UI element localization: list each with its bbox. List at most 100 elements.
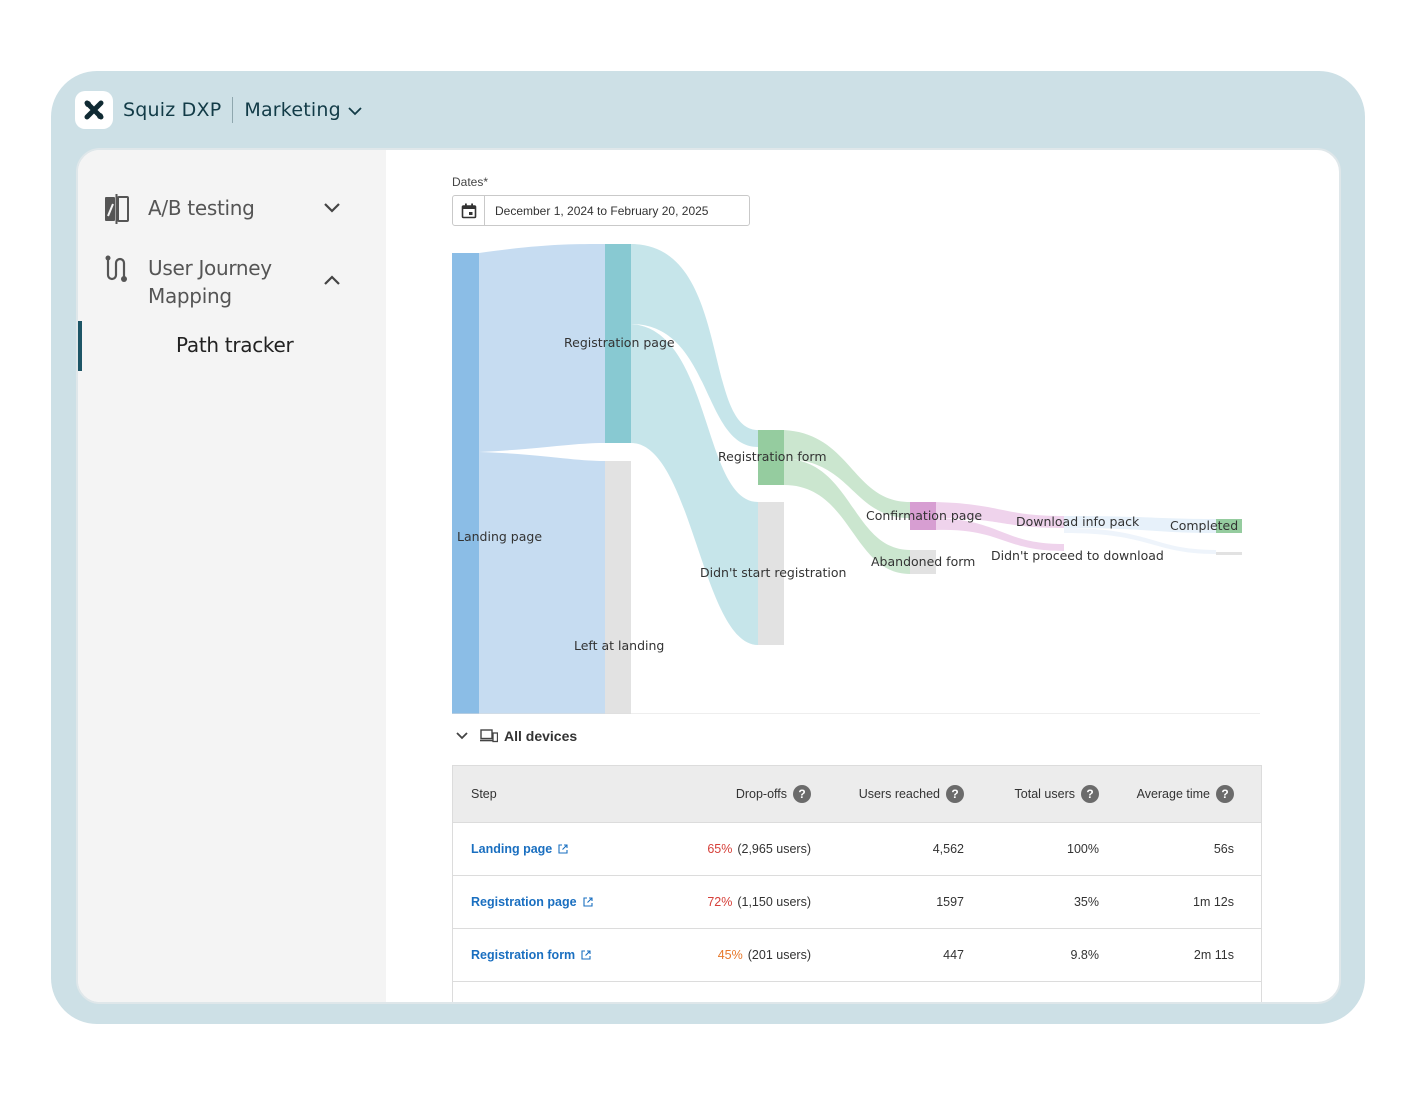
node-label: Registration form [718,449,827,464]
average-time-value: 56s [1213,842,1234,856]
cell-dropoffs: 65% (2,965 users) [665,842,811,856]
step-link-label: Registration form [471,948,576,962]
dropoff-users: (1,150 users) [737,895,811,909]
users-reached-value: 447 [943,948,964,962]
journey-path-icon [102,254,132,284]
cell-dropoffs: 45% (201 users) [665,948,811,962]
node-abandoned-form[interactable] [910,550,936,574]
link-confirmation-download [936,502,1064,528]
node-label: Download info pack [1016,514,1140,529]
cell-total-users: 9.8% [964,948,1100,962]
chevron-up-icon[interactable] [324,275,340,285]
help-icon[interactable]: ? [1081,785,1099,803]
node-didnt-proceed-download[interactable] [1216,552,1242,555]
workspace-switcher[interactable]: Marketing [244,99,362,121]
step-link[interactable]: Registration form [471,948,591,962]
dates-label: Dates* [452,175,489,189]
steps-table: Step Drop-offs ? Users reached ? Total u… [452,765,1262,1002]
help-icon[interactable]: ? [793,785,811,803]
cell-step: Registration form [453,948,665,962]
users-reached-value: 4,562 [932,842,964,856]
content-panel: A/B testing User Journey Mapping Path tr… [76,148,1341,1004]
dropoff-percent: 72% [707,895,733,909]
sidebar-item-ab-testing[interactable]: A/B testing [102,194,255,224]
col-header-label: Users reached [858,787,940,801]
brand-divider [232,97,234,123]
cell-total-users: 35% [964,895,1099,909]
sankey-chart: Landing page Registration page Left at l… [452,244,1260,714]
cell-users-reached: 447 [811,948,964,962]
help-icon[interactable]: ? [946,785,964,803]
col-header-users-reached: Users reached ? [811,785,964,803]
col-header-label: Drop-offs [735,787,787,801]
node-label: Abandoned form [871,554,975,569]
dropoff-percent: 45% [717,948,743,962]
chevron-down-icon [348,107,362,116]
node-completed[interactable] [1216,519,1242,533]
external-link-icon [558,844,568,854]
node-label: Completed [1170,518,1238,533]
link-download-didnt [1064,528,1216,554]
cell-users-reached: 1597 [811,895,964,909]
step-link-label: Registration page [471,895,577,909]
link-form-abandoned [784,459,910,574]
cell-dropoffs: 72% (1,150 users) [665,895,811,909]
node-didnt-start-registration[interactable] [758,502,784,645]
link-landing-registration-page [479,244,605,452]
col-header-step: Step [471,787,497,801]
date-range-value: December 1, 2024 to February 20, 2025 [495,203,709,218]
link-landing-left-landing [479,452,605,714]
chevron-down-icon [456,732,468,740]
devices-toggle[interactable]: All devices [456,728,577,744]
node-label: Didn't start registration [700,565,846,580]
node-landing-page[interactable] [452,253,479,714]
help-icon[interactable]: ? [1216,785,1234,803]
sidebar-item-path-tracker[interactable]: Path tracker [78,321,386,371]
devices-label: All devices [504,728,578,744]
sidebar-item-user-journey-mapping[interactable]: User Journey Mapping [102,254,288,310]
workspace-label: Marketing [244,99,341,121]
step-link[interactable]: Registration page [471,895,593,909]
node-label: Left at landing [574,638,664,653]
step-link[interactable]: Landing page [471,842,568,856]
node-confirmation-page[interactable] [910,502,936,530]
calendar-icon [453,196,485,225]
col-header-label: Average time [1136,787,1210,801]
devices-icon [480,729,498,743]
cell-total-users: 100% [964,842,1099,856]
split-page-icon [102,194,132,224]
node-label: Didn't proceed to download [991,548,1164,563]
external-link-icon [583,897,593,907]
node-label: Landing page [457,529,542,544]
cell-step: Landing page [453,842,665,856]
table-row: Registration form 45% (201 users) 447 9.… [453,929,1261,982]
chevron-down-icon[interactable] [324,203,340,213]
average-time-value: 1m 12s [1193,895,1234,909]
cell-average-time: 56s [1099,842,1234,856]
cell-step: Registration page [453,895,665,909]
brand-name: Squiz DXP [123,99,222,121]
link-registration-page-didnt-start [631,324,758,645]
node-label: Registration page [564,335,675,350]
active-indicator [78,321,82,371]
col-header-label: Total users [1014,787,1075,801]
dropoff-users: (201 users) [747,948,811,962]
sidebar-subitem-label: Path tracker [176,333,294,357]
node-left-at-landing[interactable] [605,461,631,714]
table-row [453,982,1261,1002]
node-registration-form[interactable] [758,430,784,485]
total-users-value: 9.8% [1070,948,1100,962]
step-link-label: Landing page [471,842,553,856]
dropoff-percent: 65% [707,842,733,856]
main-content: Dates* December 1, 2024 to February 20, … [386,150,1339,1002]
node-registration-page[interactable] [605,244,631,443]
cell-average-time: 2m 11s [1099,948,1234,962]
col-header-total-users: Total users ? [964,785,1099,803]
squiz-logo-icon[interactable] [75,91,113,129]
link-confirmation-didnt-download [936,518,1064,551]
link-registration-page-form [631,244,758,447]
dropoff-users: (2,965 users) [737,842,811,856]
cell-average-time: 1m 12s [1099,895,1234,909]
total-users-value: 35% [1073,895,1099,909]
date-range-picker[interactable]: December 1, 2024 to February 20, 2025 [452,195,750,226]
